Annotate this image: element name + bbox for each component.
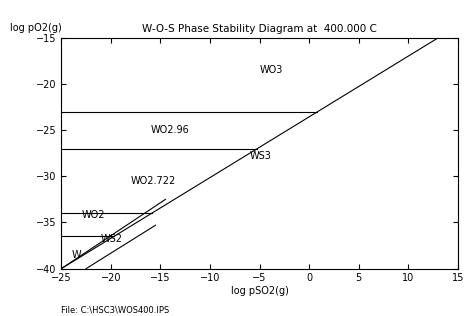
X-axis label: log pSO2(g): log pSO2(g) xyxy=(231,286,288,296)
Text: WO2.96: WO2.96 xyxy=(151,125,189,135)
Text: WS3: WS3 xyxy=(250,151,271,161)
Title: W-O-S Phase Stability Diagram at  400.000 C: W-O-S Phase Stability Diagram at 400.000… xyxy=(142,24,377,34)
Text: WO2.722: WO2.722 xyxy=(131,176,176,186)
Text: WO3: WO3 xyxy=(260,65,283,75)
Text: WO2: WO2 xyxy=(81,210,105,220)
Text: File: C:\HSC3\WOS400.IPS: File: C:\HSC3\WOS400.IPS xyxy=(61,306,169,315)
Text: WS2: WS2 xyxy=(101,234,123,244)
Text: log pO2(g): log pO2(g) xyxy=(10,23,61,33)
Text: W: W xyxy=(71,250,81,260)
